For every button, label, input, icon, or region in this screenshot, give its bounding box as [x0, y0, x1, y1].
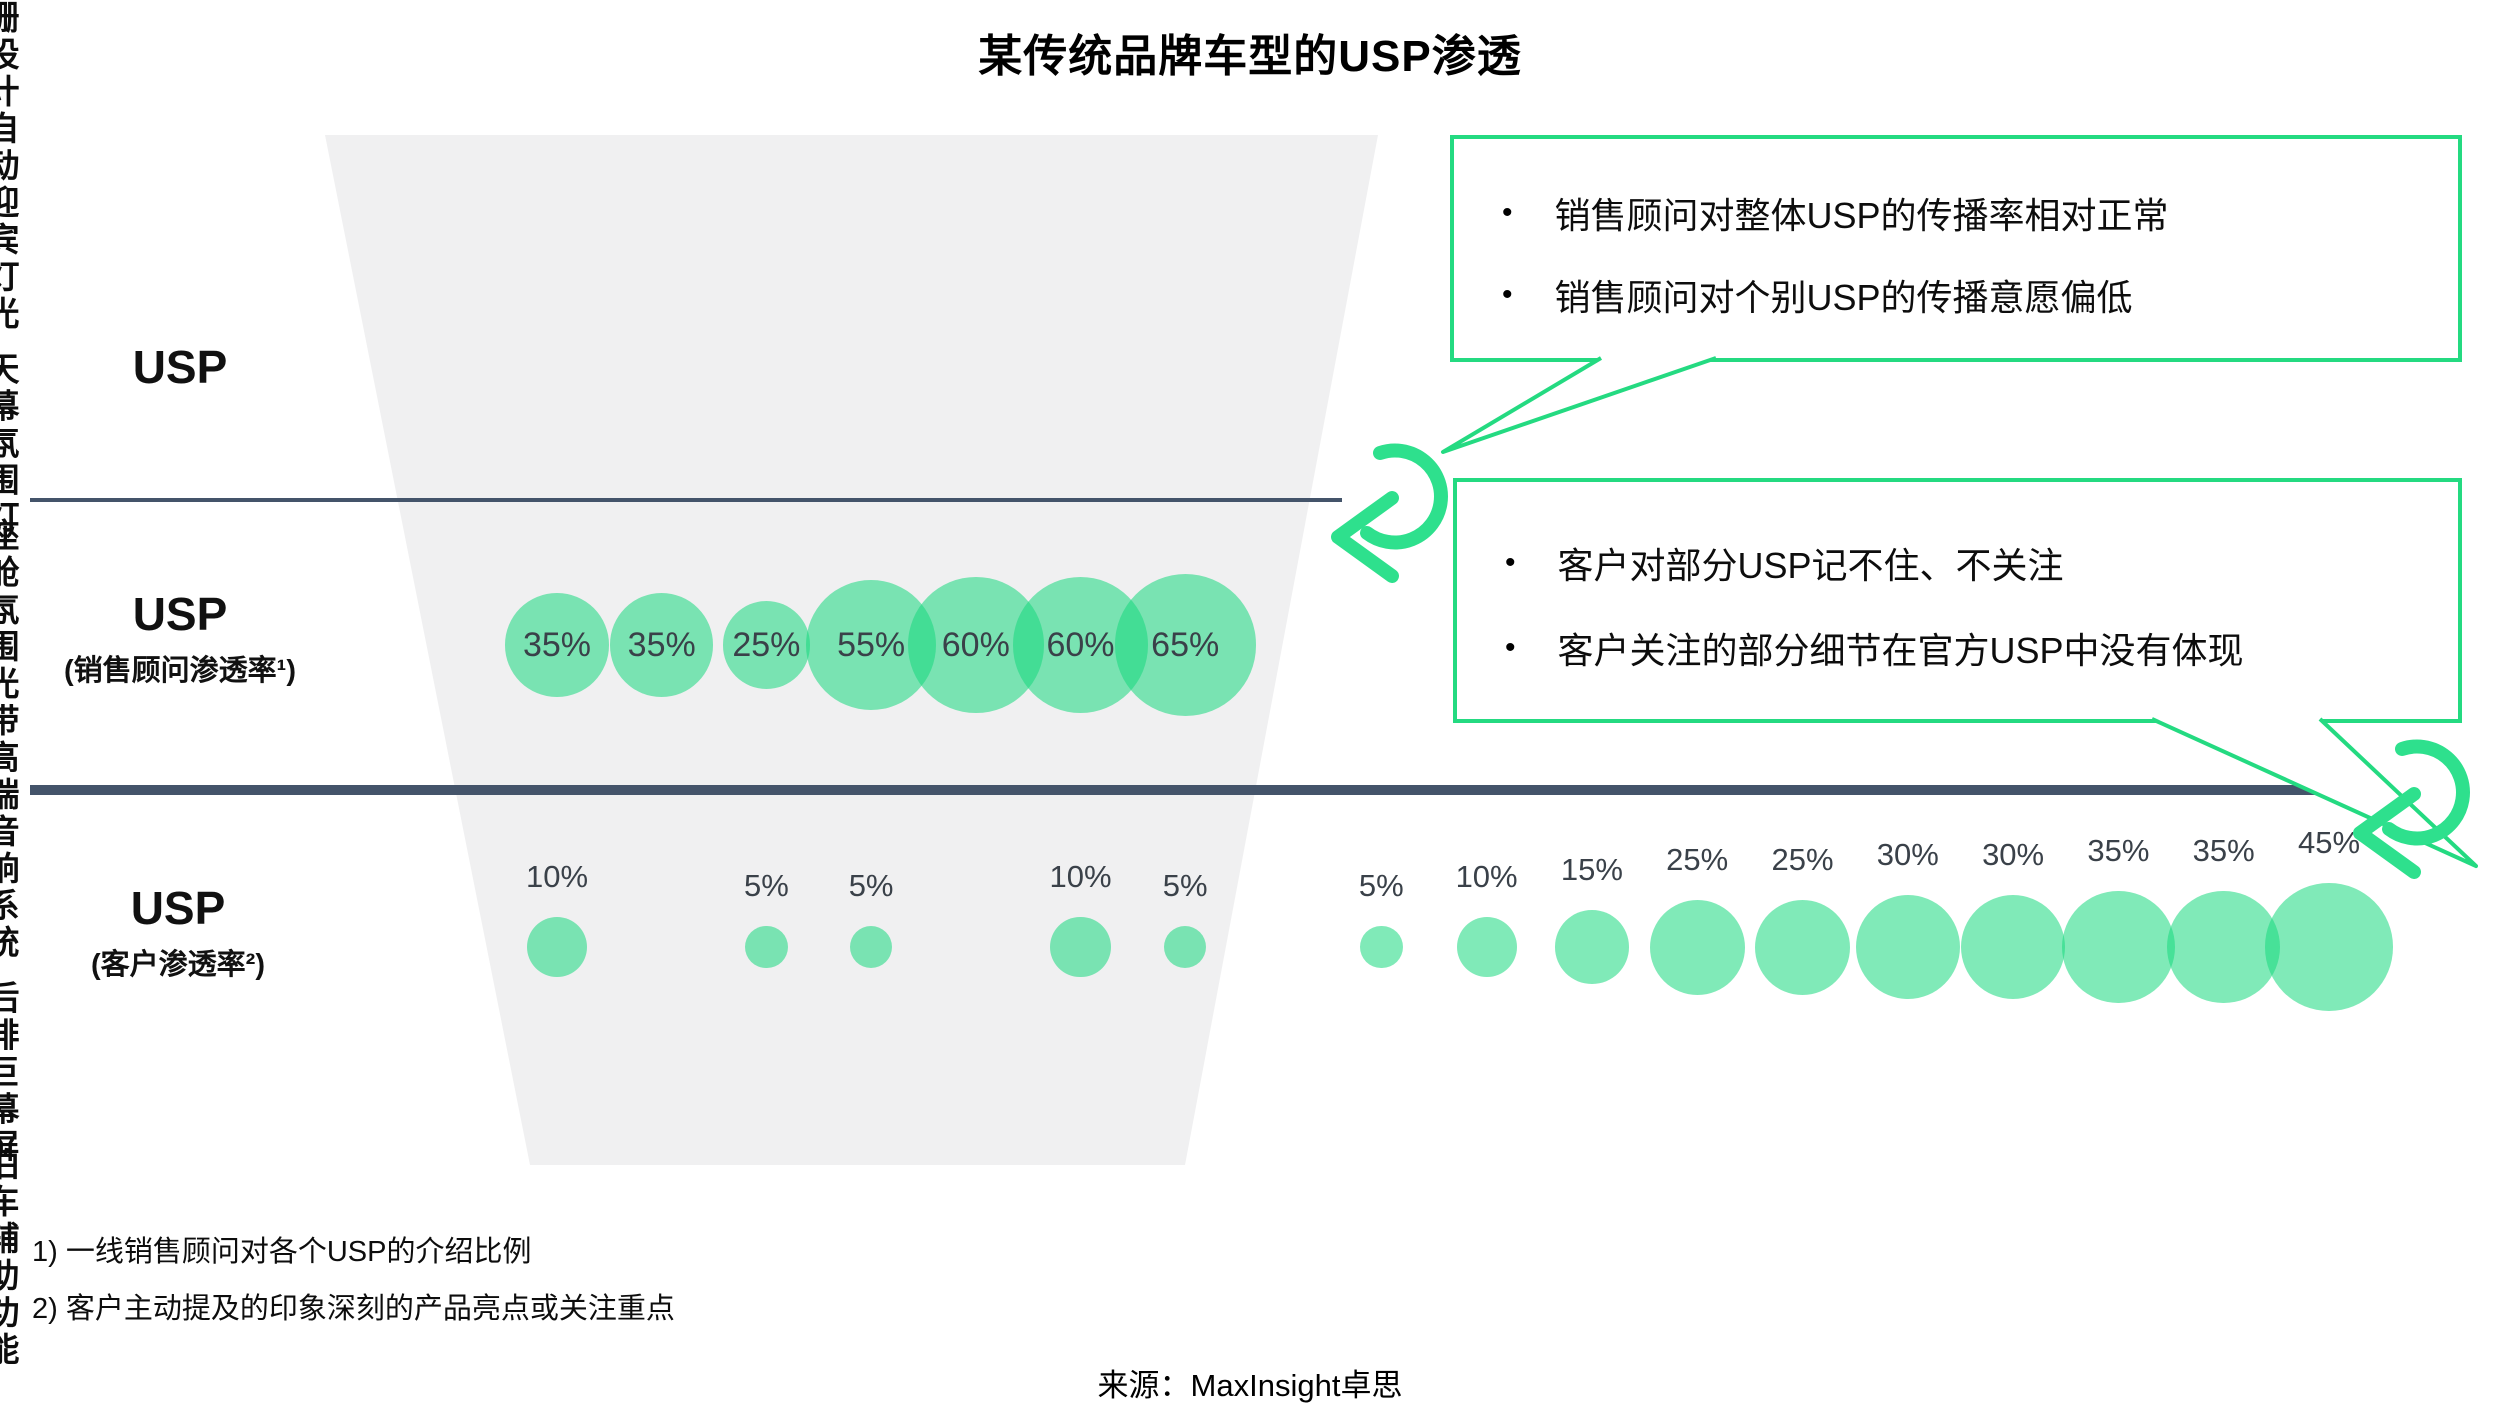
sales-row-label: USP (销售顾问渗透率¹)	[64, 587, 296, 689]
sales-penetration-bubble	[609, 593, 714, 697]
customer-aspect-bubble	[1360, 925, 1403, 969]
sales-penetration-value: 35%	[522, 626, 592, 664]
bullet-icon: •	[1502, 196, 1513, 229]
customer-aspect-bubble	[1755, 899, 1850, 995]
customer-penetration-value: 5%	[743, 867, 789, 903]
customer-aspect-value: 15%	[1560, 852, 1623, 888]
sales-penetration-bubble	[722, 601, 811, 689]
usp-column-label: 天幕氛围灯	[0, 351, 19, 537]
footnote-2: 2) 客户主动提及的印象深刻的产品亮点或关注重点	[32, 1293, 675, 1325]
callout2-bullet-2: • 客户关注的部分细节在官方USP中没有体现	[1505, 622, 2244, 674]
sales-penetration-value: 60%	[941, 626, 1010, 664]
customer-row-label: USP (客户渗透率²)	[91, 881, 265, 983]
sales-penetration-value: 60%	[1046, 626, 1115, 664]
customer-penetration-value: 10%	[525, 858, 589, 894]
customer-row-subtitle: (客户渗透率²)	[91, 949, 265, 981]
usp-header-text: USP	[132, 341, 228, 393]
customer-aspect-value: 25%	[1771, 841, 1834, 877]
callout1-bullet-2-text: 销售顾问对个别USP的传播意愿偏低	[1554, 277, 2133, 318]
callout1-bullet-2: • 销售顾问对个别USP的传播意愿偏低	[1502, 269, 2133, 321]
sales-row-subtitle: (销售顾问渗透率¹)	[64, 655, 296, 687]
usp-column-label: 特色格栅设计	[0, 0, 19, 111]
customer-aspect-value: 30%	[1876, 836, 1939, 872]
bullet-icon: •	[1505, 546, 1516, 579]
customer-penetration-bubble	[1050, 916, 1111, 978]
customer-aspect-value: 5%	[1358, 867, 1404, 903]
customer-aspect-bubble	[1855, 894, 1960, 1000]
customer-aspect-bubble	[1456, 916, 1517, 978]
callout2-bullet-1: • 客户对部分USP记不住、不关注	[1505, 537, 2064, 589]
usp-column-label: 自动迎宾灯光	[0, 111, 19, 333]
customer-aspect-value: 35%	[2087, 832, 2150, 868]
sales-row-title: USP	[132, 588, 228, 640]
usp-column-label: 泊车辅助功能	[0, 1147, 19, 1369]
customer-aspect-bubble	[1961, 894, 2066, 1000]
usp-column-label: 座舱氛围光带	[0, 518, 19, 740]
customer-aspect-value: 30%	[1982, 836, 2045, 872]
customer-aspect-value: 10%	[1455, 858, 1518, 894]
customer-aspect-value: 25%	[1666, 841, 1729, 877]
sales-penetration-value: 25%	[732, 626, 801, 664]
customer-penetration-value: 10%	[1049, 858, 1112, 894]
sales-penetration-bubble	[505, 593, 609, 697]
callout2-bullet-2-text: 客户关注的部分细节在官方USP中没有体现	[1557, 630, 2244, 671]
customer-aspect-bubble	[2167, 890, 2280, 1004]
sales-penetration-value: 55%	[837, 626, 906, 664]
sales-penetration-value: 65%	[1151, 626, 1220, 664]
usp-column-label: 后排巨幕屏	[0, 980, 19, 1166]
customer-penetration-bubble	[849, 925, 893, 969]
sales-penetration-value: 35%	[627, 626, 696, 664]
source-caption: 来源：MaxInsight卓思	[1097, 1368, 1403, 1403]
page-title: 某传统品牌车型的USP渗透	[978, 32, 1522, 81]
callout2-bullet-1-text: 客户对部分USP记不住、不关注	[1557, 545, 2064, 586]
callout-customer-insights: • 客户对部分USP记不住、不关注 • 客户关注的部分细节在官方USP中没有体现	[1453, 478, 2462, 723]
customer-aspect-bubble	[2062, 890, 2175, 1004]
customer-penetration-value: 5%	[1162, 867, 1208, 903]
customer-penetration-bubble	[526, 916, 588, 978]
customer-aspect-value: 45%	[2297, 825, 2361, 861]
usp-column-label: 高端音响系统	[0, 740, 19, 962]
sales-penetration-bubble	[1114, 574, 1256, 716]
customer-penetration-bubble	[745, 925, 788, 969]
customer-aspect-bubble	[2265, 883, 2393, 1011]
callout1-bullet-1: • 销售顾问对整体USP的传播率相对正常	[1502, 187, 2169, 239]
usp-header-label: USP	[133, 340, 228, 394]
customer-aspect-value: 35%	[2192, 832, 2255, 868]
callout-sales-insights: • 销售顾问对整体USP的传播率相对正常 • 销售顾问对个别USP的传播意愿偏低	[1450, 135, 2462, 362]
bullet-icon: •	[1502, 278, 1513, 311]
callout1-bullet-1-text: 销售顾问对整体USP的传播率相对正常	[1554, 195, 2169, 236]
customer-aspect-bubble	[1649, 899, 1745, 995]
customer-row-title: USP	[130, 882, 226, 934]
customer-aspect-bubble	[1555, 910, 1629, 984]
footnote-1: 1) 一线销售顾问对各个USP的介绍比例	[32, 1236, 532, 1268]
customer-penetration-bubble	[1163, 925, 1207, 969]
bullet-icon: •	[1505, 631, 1516, 664]
customer-penetration-value: 5%	[848, 867, 894, 903]
